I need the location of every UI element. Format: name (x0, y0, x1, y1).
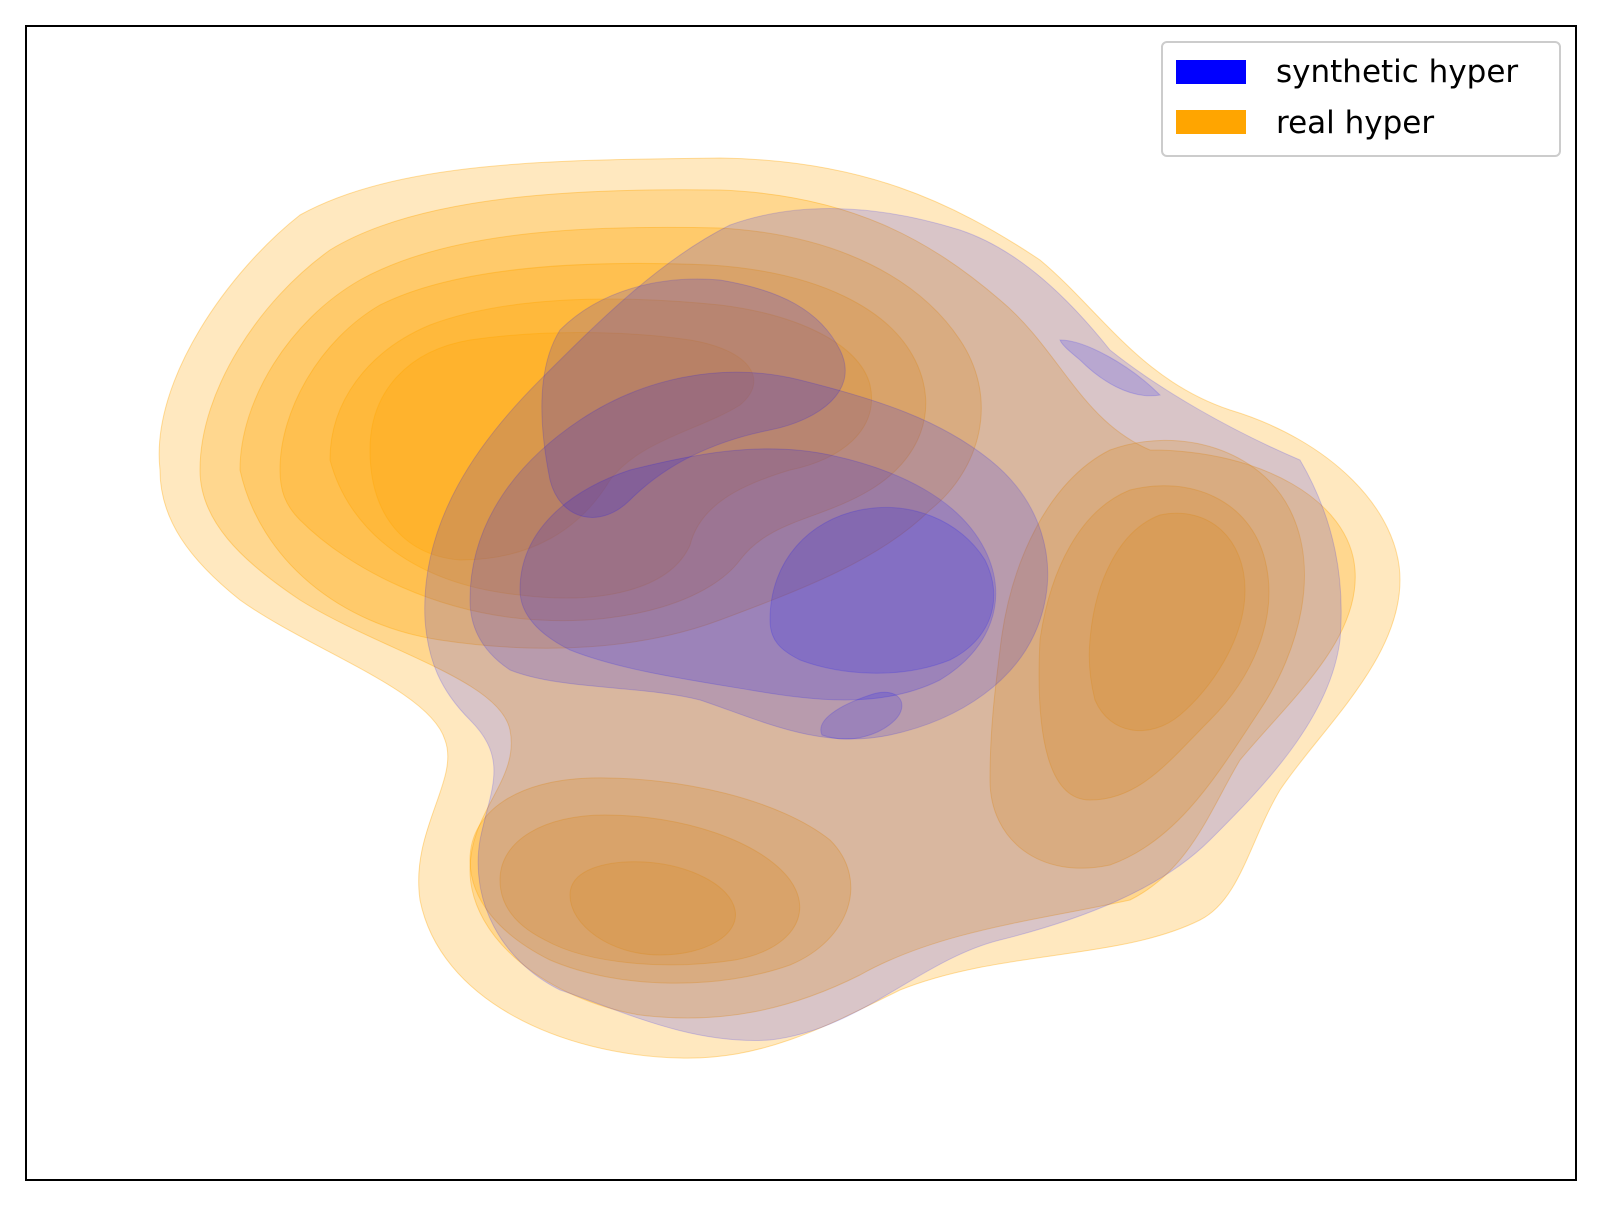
real-hyper-contour-level-3 (239, 226, 982, 649)
real-hyper-contours (158, 157, 1401, 1059)
real-hyper-contour-level-1 (158, 157, 1401, 1059)
real-hyper-contour-level-2 (199, 189, 1356, 1019)
synthetic-hyper-contour-level-3 (519, 448, 997, 701)
real-hyper-contour-level-9 (1088, 512, 1246, 731)
legend-label-synthetic-hyper: synthetic hyper (1276, 54, 1518, 90)
synthetic-hyper-contours (424, 208, 1342, 1041)
synthetic-hyper-contour-level-5 (541, 278, 846, 518)
real-hyper-contour-level-12 (569, 861, 736, 956)
axes-frame (25, 25, 1577, 1181)
synthetic-hyper-contour-level-4 (769, 506, 995, 674)
real-hyper-contour-level-6 (369, 332, 755, 561)
synthetic-hyper-contour-level-2 (469, 371, 1049, 740)
real-hyper-contour-level-8 (1038, 485, 1270, 801)
real-hyper-contour-level-7 (989, 439, 1305, 869)
real-hyper-contour-level-5 (329, 298, 872, 599)
legend-box (1161, 41, 1561, 157)
plot-area (158, 157, 1401, 1059)
real-hyper-contour-level-10 (469, 777, 852, 984)
real-hyper-contour-level-4 (279, 262, 927, 622)
real-hyper-contour-level-11 (499, 814, 801, 966)
legend-swatch-real-hyper (1176, 110, 1246, 134)
synthetic-hyper-contour-level-7 (820, 691, 903, 740)
legend-swatch-synthetic-hyper (1176, 60, 1246, 84)
synthetic-hyper-contour-level-6 (1059, 339, 1162, 397)
legend-label-real-hyper: real hyper (1276, 105, 1434, 141)
synthetic-hyper-contour-level-1 (424, 208, 1342, 1041)
legend: synthetic hyper real hyper (1161, 41, 1561, 157)
